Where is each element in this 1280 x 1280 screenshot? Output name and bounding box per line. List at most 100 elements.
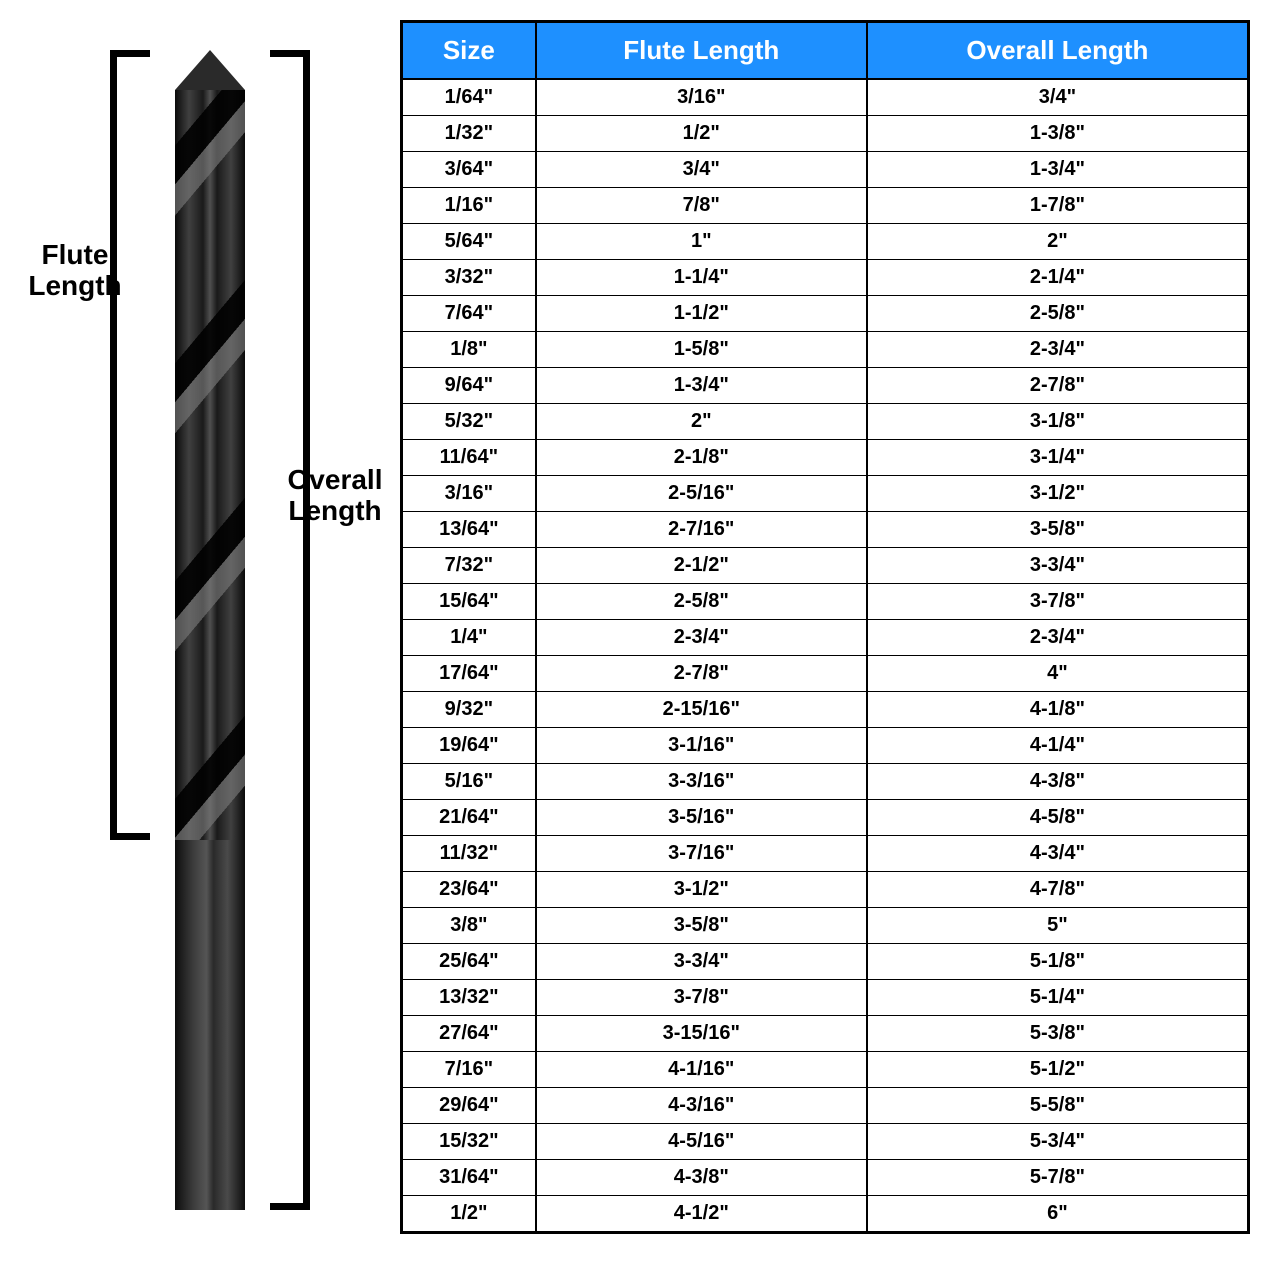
table-cell: 1-3/4" (536, 368, 867, 404)
table-cell: 2-5/8" (867, 296, 1249, 332)
table-cell: 3-1/2" (867, 476, 1249, 512)
table-cell: 3/4" (867, 79, 1249, 116)
table-cell: 1-1/4" (536, 260, 867, 296)
table-cell: 4-3/8" (867, 764, 1249, 800)
table-header-row: Size Flute Length Overall Length (402, 22, 1249, 80)
table-cell: 5-1/8" (867, 944, 1249, 980)
table-cell: 4" (867, 656, 1249, 692)
table-row: 1/32"1/2"1-3/8" (402, 116, 1249, 152)
table-cell: 9/64" (402, 368, 536, 404)
table-cell: 5/16" (402, 764, 536, 800)
table-cell: 2-1/8" (536, 440, 867, 476)
table-cell: 5" (867, 908, 1249, 944)
table-cell: 3/64" (402, 152, 536, 188)
table-cell: 3-15/16" (536, 1016, 867, 1052)
table-cell: 2-5/8" (536, 584, 867, 620)
table-cell: 3/16" (402, 476, 536, 512)
col-overall-length: Overall Length (867, 22, 1249, 80)
table-cell: 2-7/16" (536, 512, 867, 548)
table-row: 1/4"2-3/4"2-3/4" (402, 620, 1249, 656)
table-cell: 2-5/16" (536, 476, 867, 512)
table-cell: 29/64" (402, 1088, 536, 1124)
table-cell: 2-1/4" (867, 260, 1249, 296)
overall-bracket (270, 50, 310, 1210)
table-row: 25/64"3-3/4"5-1/8" (402, 944, 1249, 980)
col-flute-length: Flute Length (536, 22, 867, 80)
drill-tip (175, 50, 245, 90)
table-cell: 11/32" (402, 836, 536, 872)
table-cell: 7/64" (402, 296, 536, 332)
table-row: 19/64"3-1/16"4-1/4" (402, 728, 1249, 764)
table-cell: 15/64" (402, 584, 536, 620)
table-cell: 1/4" (402, 620, 536, 656)
table-cell: 5-3/4" (867, 1124, 1249, 1160)
flute-label-line2: Length (28, 270, 121, 301)
table-cell: 4-1/8" (867, 692, 1249, 728)
table-cell: 9/32" (402, 692, 536, 728)
table-row: 27/64"3-15/16"5-3/8" (402, 1016, 1249, 1052)
table-cell: 15/32" (402, 1124, 536, 1160)
table-cell: 4-5/16" (536, 1124, 867, 1160)
flute-label-line1: Flute (42, 239, 109, 270)
table-row: 23/64"3-1/2"4-7/8" (402, 872, 1249, 908)
table-cell: 21/64" (402, 800, 536, 836)
table-cell: 4-3/8" (536, 1160, 867, 1196)
table-cell: 19/64" (402, 728, 536, 764)
table-cell: 7/32" (402, 548, 536, 584)
table-cell: 5/64" (402, 224, 536, 260)
table-row: 1/2"4-1/2"6" (402, 1196, 1249, 1233)
table-cell: 2-3/4" (867, 620, 1249, 656)
table-cell: 2" (536, 404, 867, 440)
table-cell: 3-1/4" (867, 440, 1249, 476)
table-row: 13/32"3-7/8"5-1/4" (402, 980, 1249, 1016)
table-cell: 3-3/4" (867, 548, 1249, 584)
table-cell: 2-1/2" (536, 548, 867, 584)
table-cell: 3-1/16" (536, 728, 867, 764)
table-row: 31/64"4-3/8"5-7/8" (402, 1160, 1249, 1196)
table-cell: 1/2" (536, 116, 867, 152)
table-cell: 1/2" (402, 1196, 536, 1233)
table-cell: 3/8" (402, 908, 536, 944)
table-cell: 2-15/16" (536, 692, 867, 728)
table-row: 17/64"2-7/8"4" (402, 656, 1249, 692)
table-cell: 1/16" (402, 188, 536, 224)
table-cell: 4-5/8" (867, 800, 1249, 836)
table-cell: 3/16" (536, 79, 867, 116)
table-cell: 3-3/16" (536, 764, 867, 800)
table-cell: 4-1/2" (536, 1196, 867, 1233)
table-cell: 3/32" (402, 260, 536, 296)
drill-flute (175, 90, 245, 840)
table-row: 13/64"2-7/16"3-5/8" (402, 512, 1249, 548)
table-row: 3/8"3-5/8"5" (402, 908, 1249, 944)
table-row: 1/64"3/16"3/4" (402, 79, 1249, 116)
table-cell: 5-3/8" (867, 1016, 1249, 1052)
table-cell: 27/64" (402, 1016, 536, 1052)
table-cell: 5-1/4" (867, 980, 1249, 1016)
col-size: Size (402, 22, 536, 80)
drill-bit-illustration (175, 50, 245, 1210)
table-cell: 5-1/2" (867, 1052, 1249, 1088)
table-cell: 7/8" (536, 188, 867, 224)
table-cell: 1/64" (402, 79, 536, 116)
table-cell: 3-1/8" (867, 404, 1249, 440)
table-row: 15/64"2-5/8"3-7/8" (402, 584, 1249, 620)
table-row: 9/64"1-3/4"2-7/8" (402, 368, 1249, 404)
table-cell: 4-3/16" (536, 1088, 867, 1124)
table-panel: Size Flute Length Overall Length 1/64"3/… (390, 20, 1250, 1260)
table-row: 15/32"4-5/16"5-3/4" (402, 1124, 1249, 1160)
overall-label-line2: Length (288, 495, 381, 526)
table-row: 1/16"7/8"1-7/8" (402, 188, 1249, 224)
table-cell: 4-1/4" (867, 728, 1249, 764)
table-cell: 3-5/8" (536, 908, 867, 944)
table-cell: 2-7/8" (867, 368, 1249, 404)
table-cell: 23/64" (402, 872, 536, 908)
table-row: 3/64"3/4"1-3/4" (402, 152, 1249, 188)
table-row: 3/32"1-1/4"2-1/4" (402, 260, 1249, 296)
table-cell: 1-3/4" (867, 152, 1249, 188)
table-cell: 7/16" (402, 1052, 536, 1088)
table-row: 9/32"2-15/16"4-1/8" (402, 692, 1249, 728)
table-row: 11/32"3-7/16"4-3/4" (402, 836, 1249, 872)
table-cell: 4-7/8" (867, 872, 1249, 908)
table-cell: 3-7/8" (867, 584, 1249, 620)
size-table: Size Flute Length Overall Length 1/64"3/… (400, 20, 1250, 1234)
